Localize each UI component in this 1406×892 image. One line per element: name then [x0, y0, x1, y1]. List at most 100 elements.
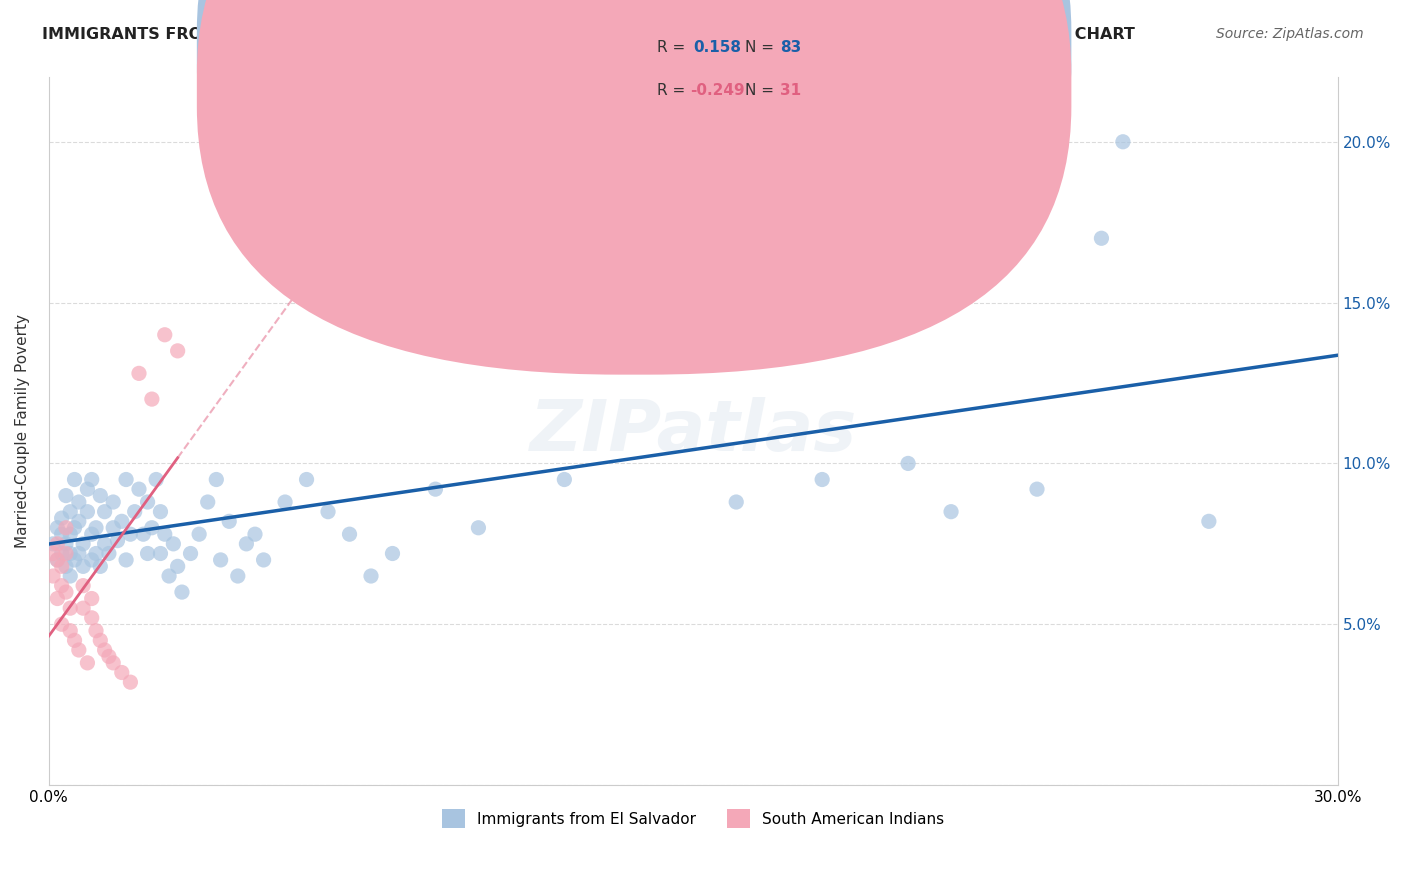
Point	[180, 547, 202, 561]
Text: R =: R =	[657, 83, 690, 97]
Y-axis label: Married-Couple Family Poverty: Married-Couple Family Poverty	[15, 314, 30, 549]
Point	[339, 527, 361, 541]
Point	[42, 537, 65, 551]
Point	[107, 533, 129, 548]
Point	[42, 547, 65, 561]
Point	[97, 649, 120, 664]
Text: IMMIGRANTS FROM EL SALVADOR VS SOUTH AMERICAN INDIAN MARRIED-COUPLE FAMILY POVER: IMMIGRANTS FROM EL SALVADOR VS SOUTH AME…	[42, 27, 1135, 42]
Point	[76, 482, 98, 496]
Point	[136, 547, 159, 561]
Point	[136, 495, 159, 509]
Text: ZIPatlas: ZIPatlas	[530, 397, 856, 466]
Point	[97, 547, 120, 561]
Point	[103, 521, 125, 535]
Point	[188, 527, 211, 541]
Point	[67, 495, 90, 509]
Point	[103, 495, 125, 509]
Point	[226, 569, 249, 583]
Point	[89, 489, 111, 503]
Text: N =: N =	[745, 40, 779, 54]
Point	[243, 527, 266, 541]
Text: 31: 31	[780, 83, 801, 97]
Point	[145, 473, 167, 487]
Point	[897, 457, 920, 471]
Point	[93, 643, 115, 657]
Point	[205, 473, 228, 487]
Point	[84, 521, 107, 535]
Point	[166, 559, 188, 574]
Point	[59, 527, 82, 541]
Point	[162, 537, 184, 551]
Point	[93, 505, 115, 519]
Point	[360, 569, 382, 583]
Point	[59, 569, 82, 583]
Point	[55, 585, 77, 599]
Point	[295, 473, 318, 487]
Text: 83: 83	[780, 40, 801, 54]
Point	[1090, 231, 1112, 245]
Point	[51, 579, 73, 593]
Point	[67, 547, 90, 561]
Point	[80, 473, 103, 487]
Point	[141, 392, 163, 406]
Point	[115, 553, 138, 567]
Point	[467, 521, 489, 535]
Point	[89, 559, 111, 574]
Text: 0.158: 0.158	[693, 40, 741, 54]
Point	[55, 559, 77, 574]
Point	[149, 547, 172, 561]
Point	[811, 473, 834, 487]
Point	[115, 473, 138, 487]
Point	[55, 489, 77, 503]
Point	[128, 482, 150, 496]
Point	[120, 527, 142, 541]
Point	[93, 537, 115, 551]
Point	[111, 514, 134, 528]
Point	[51, 511, 73, 525]
Point	[80, 611, 103, 625]
Point	[197, 495, 219, 509]
Point	[72, 579, 94, 593]
Point	[51, 527, 73, 541]
Point	[149, 505, 172, 519]
Point	[72, 537, 94, 551]
Point	[42, 569, 65, 583]
Point	[103, 656, 125, 670]
Point	[51, 547, 73, 561]
Point	[67, 643, 90, 657]
Point	[76, 656, 98, 670]
Text: -0.249: -0.249	[690, 83, 745, 97]
Point	[46, 591, 69, 606]
Point	[128, 367, 150, 381]
Point	[63, 473, 86, 487]
Point	[46, 537, 69, 551]
Point	[1198, 514, 1220, 528]
Point	[80, 591, 103, 606]
Point	[67, 514, 90, 528]
Point	[939, 505, 962, 519]
Point	[425, 482, 447, 496]
Point	[166, 343, 188, 358]
Point	[381, 547, 404, 561]
Point	[46, 553, 69, 567]
Point	[120, 675, 142, 690]
Point	[46, 521, 69, 535]
Point	[59, 505, 82, 519]
Point	[89, 633, 111, 648]
Point	[59, 547, 82, 561]
Point	[59, 601, 82, 615]
Point	[1026, 482, 1049, 496]
Point	[209, 553, 232, 567]
Point	[235, 537, 257, 551]
Point	[553, 473, 575, 487]
Point	[640, 295, 662, 310]
Point	[46, 553, 69, 567]
Point	[63, 553, 86, 567]
Point	[1112, 135, 1135, 149]
Point	[274, 495, 297, 509]
Point	[55, 521, 77, 535]
Point	[132, 527, 155, 541]
Point	[76, 505, 98, 519]
Point	[63, 633, 86, 648]
Point	[63, 521, 86, 535]
